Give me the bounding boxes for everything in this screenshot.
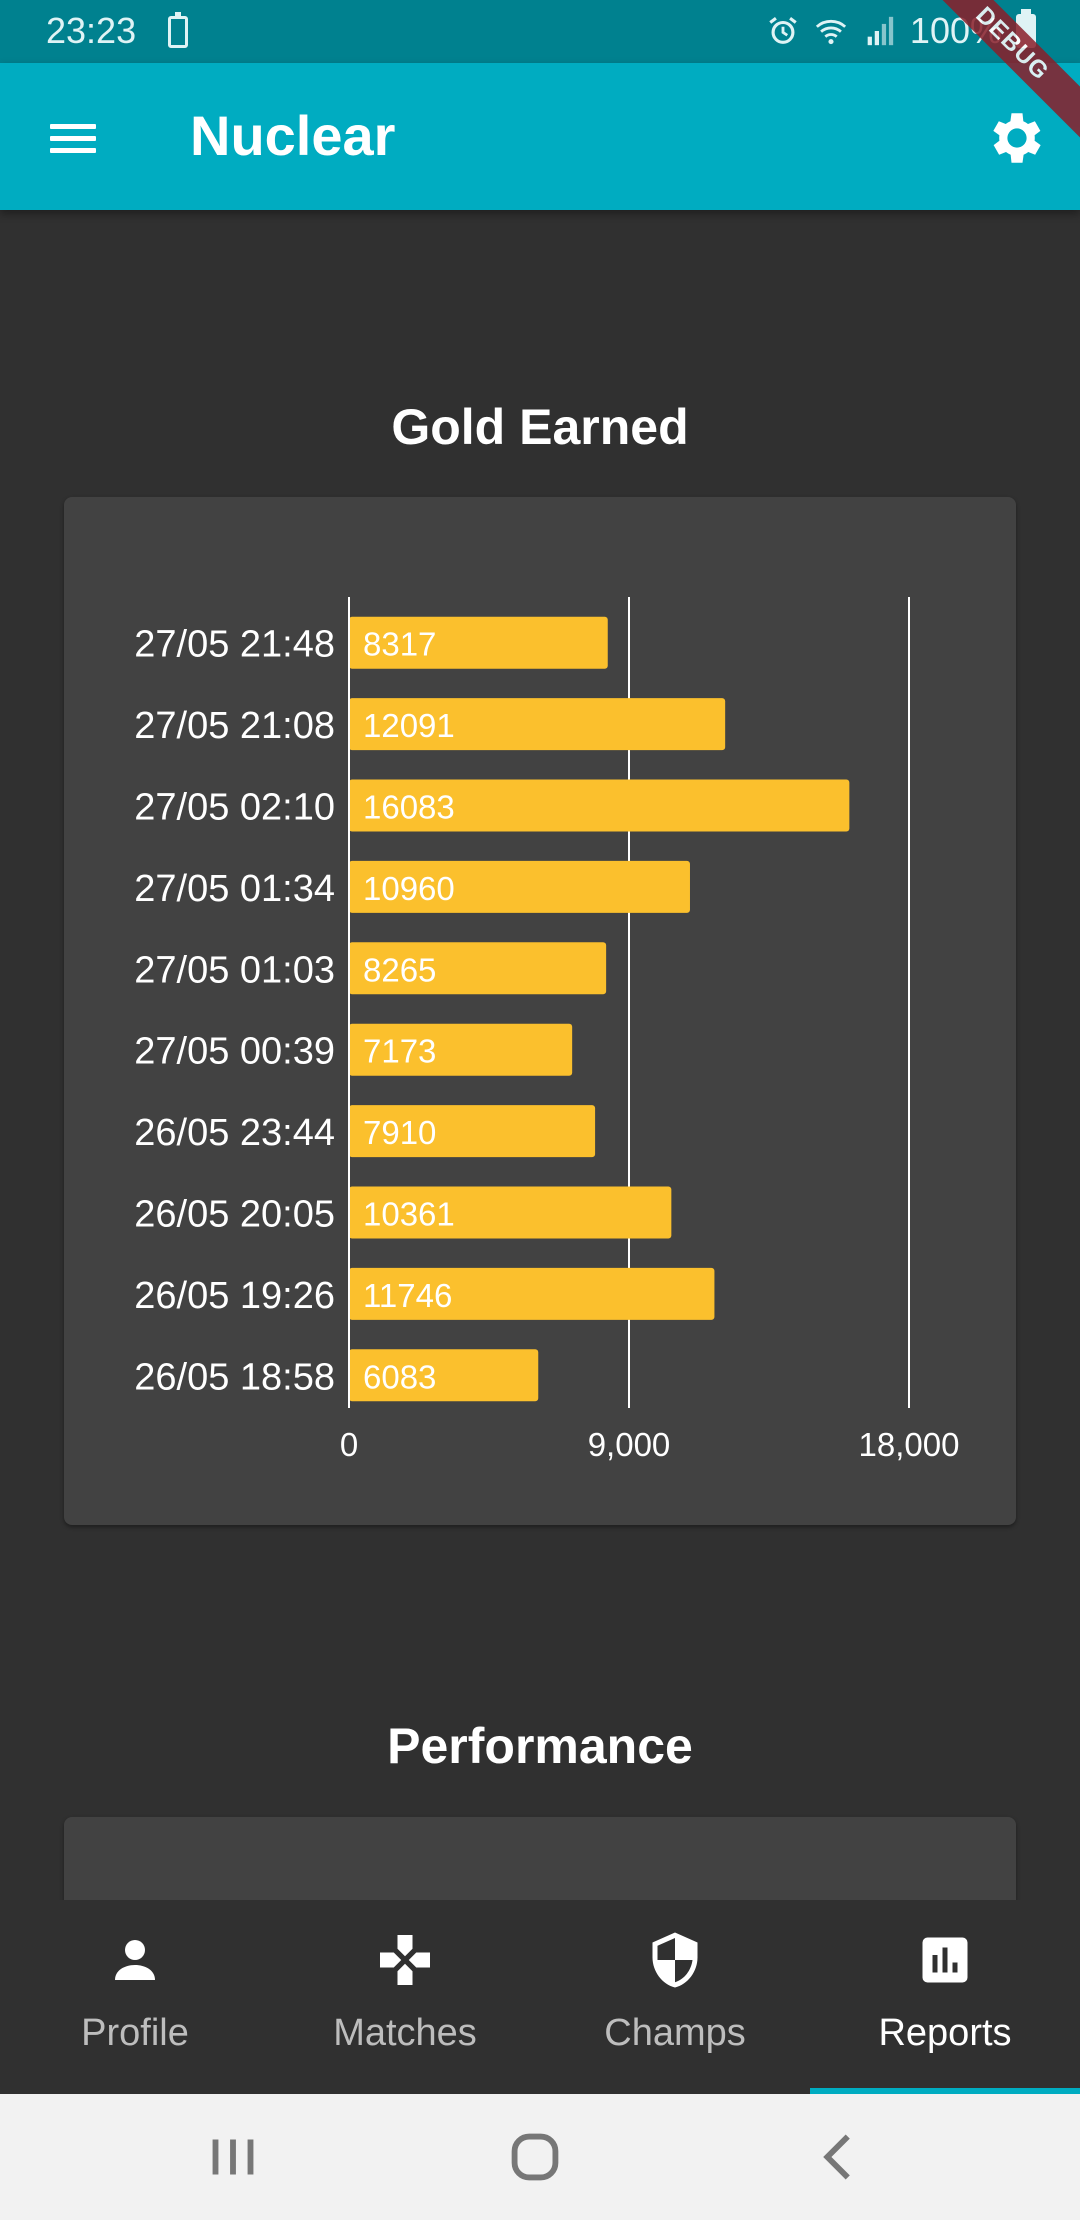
bottom-nav: Profile Matches Champs Reports: [0, 1900, 1080, 2094]
chart-category-label: 27/05 01:34: [134, 868, 335, 910]
chart-category-label: 26/05 23:44: [134, 1112, 335, 1154]
chart-bar: [349, 1023, 573, 1076]
chart-category-label: 26/05 18:58: [134, 1356, 335, 1398]
nav-label-champs: Champs: [604, 2012, 746, 2054]
chart-category-label: 27/05 21:48: [134, 624, 335, 666]
recent-apps-icon[interactable]: [198, 2122, 268, 2192]
wifi-icon: [815, 19, 847, 45]
chart-bar: [349, 860, 690, 913]
chart-category-label: 27/05 02:10: [134, 787, 335, 829]
chart-data-label: 7910: [363, 1114, 436, 1151]
gamepad-icon: [380, 1935, 430, 1985]
status-time: 23:23: [46, 10, 137, 51]
chart-tick-label: 0: [340, 1426, 358, 1463]
chart-data-label: 8317: [363, 626, 436, 663]
chart-data-label: 10361: [363, 1196, 455, 1233]
chart-category-label: 27/05 21:08: [134, 705, 335, 747]
chart-bar: [349, 616, 608, 669]
bar-chart-icon: [922, 1937, 968, 1983]
app-title: Nuclear: [190, 104, 396, 167]
chart-bar: [349, 698, 726, 751]
home-icon[interactable]: [500, 2122, 570, 2192]
shield-icon: [652, 1932, 698, 1988]
chart-tick-label: 18,000: [859, 1426, 960, 1463]
gear-icon[interactable]: [984, 105, 1050, 171]
performance-title: Performance: [387, 1718, 693, 1774]
gold-earned-title: Gold Earned: [391, 399, 689, 455]
nav-active-indicator: [810, 2088, 1080, 2094]
chart-data-label: 11746: [363, 1277, 452, 1314]
chart-category-label: 26/05 19:26: [134, 1275, 335, 1317]
nav-item-matches[interactable]: Matches: [270, 1900, 540, 2094]
nav-label-profile: Profile: [81, 2012, 189, 2054]
nav-label-reports: Reports: [878, 2012, 1012, 2054]
chart-bar: [349, 1105, 596, 1158]
nav-item-profile[interactable]: Profile: [0, 1900, 270, 2094]
chart-data-label: 12091: [363, 707, 455, 744]
chart-data-label: 6083: [363, 1358, 436, 1395]
chart-bar: [349, 942, 607, 995]
chart-data-label: 16083: [363, 789, 455, 826]
person-icon: [115, 1940, 155, 1980]
gold-chart-card: 27/05 21:48 8317 27/05 21:08 12091 27/05 02:…: [64, 497, 1016, 1525]
menu-icon[interactable]: [44, 111, 104, 165]
nav-item-reports[interactable]: Reports: [810, 1900, 1080, 2094]
status-bar: 23:23 100%: [0, 0, 1080, 63]
chart-category-label: 26/05 20:05: [134, 1194, 335, 1236]
app-bar: Nuclear: [0, 63, 1080, 210]
chart-category-label: 27/05 00:39: [134, 1031, 335, 1073]
chart-bar: [349, 1349, 539, 1402]
alarm-icon: [769, 17, 797, 44]
chart-tick-label: 9,000: [588, 1426, 671, 1463]
chart-data-label: 8265: [363, 951, 436, 988]
signal-icon: [867, 16, 894, 46]
chart-bar: [349, 1186, 672, 1239]
gold-earned-chart: 27/05 21:48 8317 27/05 21:08 12091 27/05 02:…: [134, 597, 960, 1463]
chart-data-label: 7173: [363, 1033, 436, 1070]
system-nav-bar: [0, 2094, 1080, 2220]
chart-bar: [349, 1267, 715, 1320]
back-icon[interactable]: [804, 2122, 874, 2192]
chart-bar: [349, 779, 850, 832]
nav-label-matches: Matches: [333, 2012, 477, 2054]
battery-saver-icon: [168, 12, 188, 48]
nav-item-champs[interactable]: Champs: [540, 1900, 810, 2094]
chart-data-label: 10960: [363, 870, 455, 907]
chart-category-label: 27/05 01:03: [134, 949, 335, 991]
